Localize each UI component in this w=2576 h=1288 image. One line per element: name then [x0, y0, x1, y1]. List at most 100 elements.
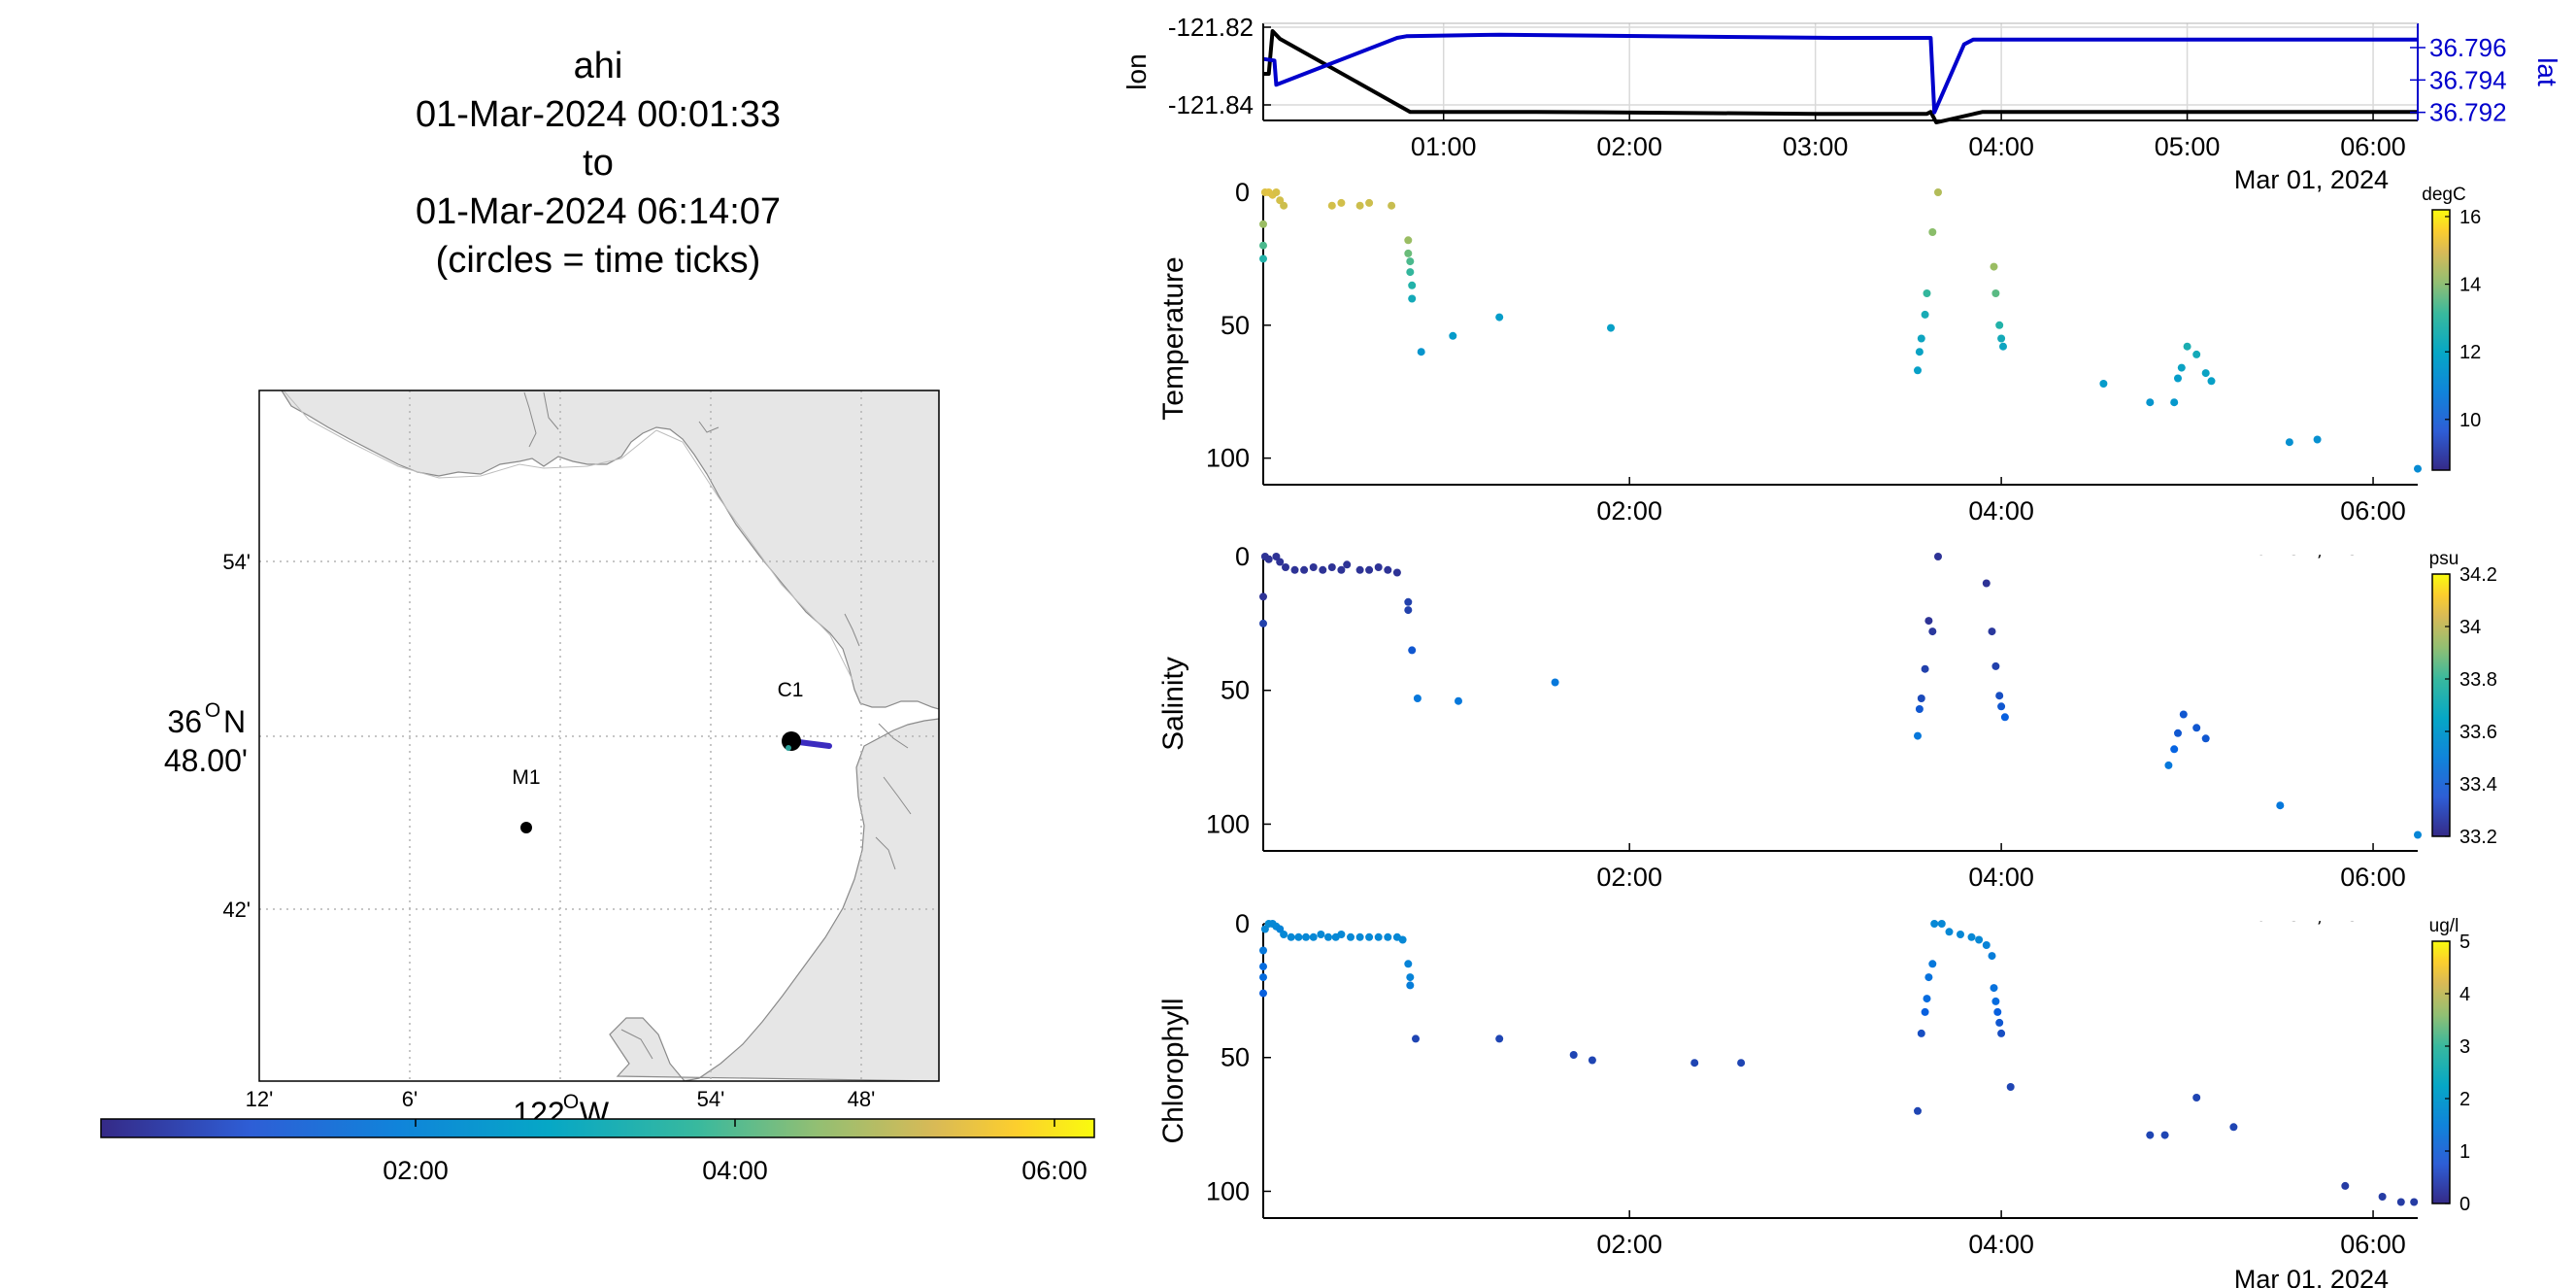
temperature-point — [2177, 363, 2186, 372]
temperature-point — [1923, 289, 1931, 297]
salinity-point — [1408, 646, 1417, 655]
chlorophyll-point — [2341, 1181, 2350, 1190]
chlorophyll-point — [1406, 981, 1415, 990]
chlorophyll-point — [1280, 931, 1288, 938]
salinity-ylabel: Salinity — [1157, 657, 1189, 751]
salinity-point — [1309, 563, 1318, 571]
lonlat-y-ticks: -121.82 -121.84 — [1168, 13, 1271, 119]
time-colorbar-tick-0200: 02:00 — [383, 1156, 449, 1185]
temperature-colorbar — [2431, 209, 2451, 471]
chlorophyll-point — [1982, 941, 1991, 949]
salinity-point — [1404, 606, 1413, 615]
temperature-y-tick-label: 50 — [1221, 311, 1250, 340]
temperature-point — [1999, 342, 2007, 351]
temperature-point — [1417, 348, 1425, 356]
map-lon-tick-6: 6' — [402, 1087, 418, 1111]
chlorophyll-point — [1914, 1106, 1922, 1115]
salinity-point — [1928, 627, 1937, 636]
salinity-point — [2170, 745, 2179, 754]
temperature-x-tick-label: 04:00 — [1968, 496, 2034, 525]
temperature-point — [2174, 374, 2182, 383]
chlorophyll-y-tick-label: 50 — [1221, 1043, 1250, 1072]
chlorophyll-point — [2160, 1131, 2169, 1139]
station-m1-label: M1 — [512, 766, 540, 789]
salinity-point — [1392, 568, 1401, 577]
temperature-point — [1607, 323, 1615, 332]
station-c1-label: C1 — [778, 679, 804, 701]
salinity-x-tick-label: 02:00 — [1596, 863, 1662, 892]
lonlat-date-label: Mar 01, 2024 — [2234, 165, 2389, 194]
chlorophyll-point — [1945, 928, 1954, 936]
temperature-date-mask — [2146, 533, 2437, 555]
chlorophyll-point — [1355, 932, 1364, 941]
chlorophyll-point — [1495, 1034, 1504, 1043]
lonlat-x-tick-label: 06:00 — [2340, 132, 2406, 161]
lonlat-y2-tick-label: 36.796 — [2429, 33, 2507, 62]
map-frame — [258, 390, 940, 1082]
temperature-point — [1259, 220, 1267, 228]
lonlat-y2-ticks: 36.796 36.794 36.792 — [2410, 33, 2507, 127]
salinity-colorbar-tick-label: 33.4 — [2459, 774, 2497, 796]
chlorophyll-point — [1374, 932, 1383, 941]
temperature-point — [1991, 289, 2000, 297]
temperature-x-tick-label: 06:00 — [2340, 496, 2406, 525]
salinity-point — [1997, 702, 2006, 711]
temperature-point — [1408, 294, 1417, 303]
salinity-point — [1915, 705, 1924, 713]
temperature-point — [1449, 331, 1457, 340]
station-m1-marker — [520, 822, 532, 833]
chlorophyll-point — [1923, 995, 1931, 1003]
chlorophyll-y-tick-label: 0 — [1235, 909, 1250, 938]
temperature-point — [1404, 249, 1413, 257]
temperature-point — [1408, 281, 1417, 289]
salinity-point — [1413, 695, 1422, 702]
temperature-point — [1388, 201, 1396, 210]
lonlat-x-tick-label: 02:00 — [1596, 132, 1662, 161]
salinity-point — [1934, 553, 1942, 560]
temperature-point — [1337, 198, 1346, 207]
salinity-point — [1300, 565, 1309, 574]
temperature-point — [2285, 438, 2293, 447]
coastline-land-south — [609, 718, 939, 1081]
chlorophyll-point — [1384, 932, 1392, 941]
temperature-point — [1404, 236, 1413, 245]
chlorophyll-point — [1737, 1059, 1746, 1068]
salinity-point — [1917, 695, 1925, 702]
salinity-point — [1290, 565, 1299, 574]
temperature-point — [1355, 201, 1364, 210]
chlorophyll-point — [1997, 1029, 2006, 1037]
map-grid — [259, 390, 939, 1081]
salinity-point — [2000, 713, 2009, 722]
chlorophyll-point — [1975, 935, 1984, 944]
chlorophyll-point — [1324, 932, 1332, 941]
chlorophyll-point — [1259, 946, 1267, 955]
lonlat-x-tick-label: 05:00 — [2155, 132, 2221, 161]
map-center-lat-label: 36 O N 48.00' — [164, 699, 248, 778]
temperature-point — [1327, 201, 1336, 210]
chlorophyll-point — [1967, 932, 1976, 941]
salinity-point — [2192, 724, 2201, 732]
salinity-colorbar-tick-label: 34 — [2459, 617, 2481, 638]
chlorophyll-date-label: Mar 01, 2024 — [2234, 1265, 2389, 1288]
chlorophyll-point — [1930, 920, 1939, 928]
chlorophyll-point — [1365, 932, 1374, 941]
temperature-point — [1272, 188, 1281, 196]
title-block: ahi 01-Mar-2024 00:01:33 to 01-Mar-2024 … — [416, 46, 781, 281]
temperature-colorbar-tick-label: 16 — [2459, 207, 2481, 228]
map-center-lat-deg: 36 — [167, 704, 202, 739]
map-center-lat-degsym: O — [205, 699, 220, 722]
temperature-point — [2170, 398, 2179, 407]
temperature-point — [1997, 334, 2006, 343]
chlorophyll-x-tick-label: 02:00 — [1596, 1230, 1662, 1259]
salinity-point — [1319, 565, 1327, 574]
chlorophyll-point — [1259, 989, 1267, 998]
salinity-point — [1921, 664, 1929, 673]
salinity-point — [1455, 696, 1462, 705]
chlorophyll-point — [1924, 973, 1933, 982]
lonlat-x-ticks: 01:00 02:00 03:00 04:00 05:00 06:00 — [1411, 113, 2406, 161]
temperature-point — [2192, 350, 2201, 358]
